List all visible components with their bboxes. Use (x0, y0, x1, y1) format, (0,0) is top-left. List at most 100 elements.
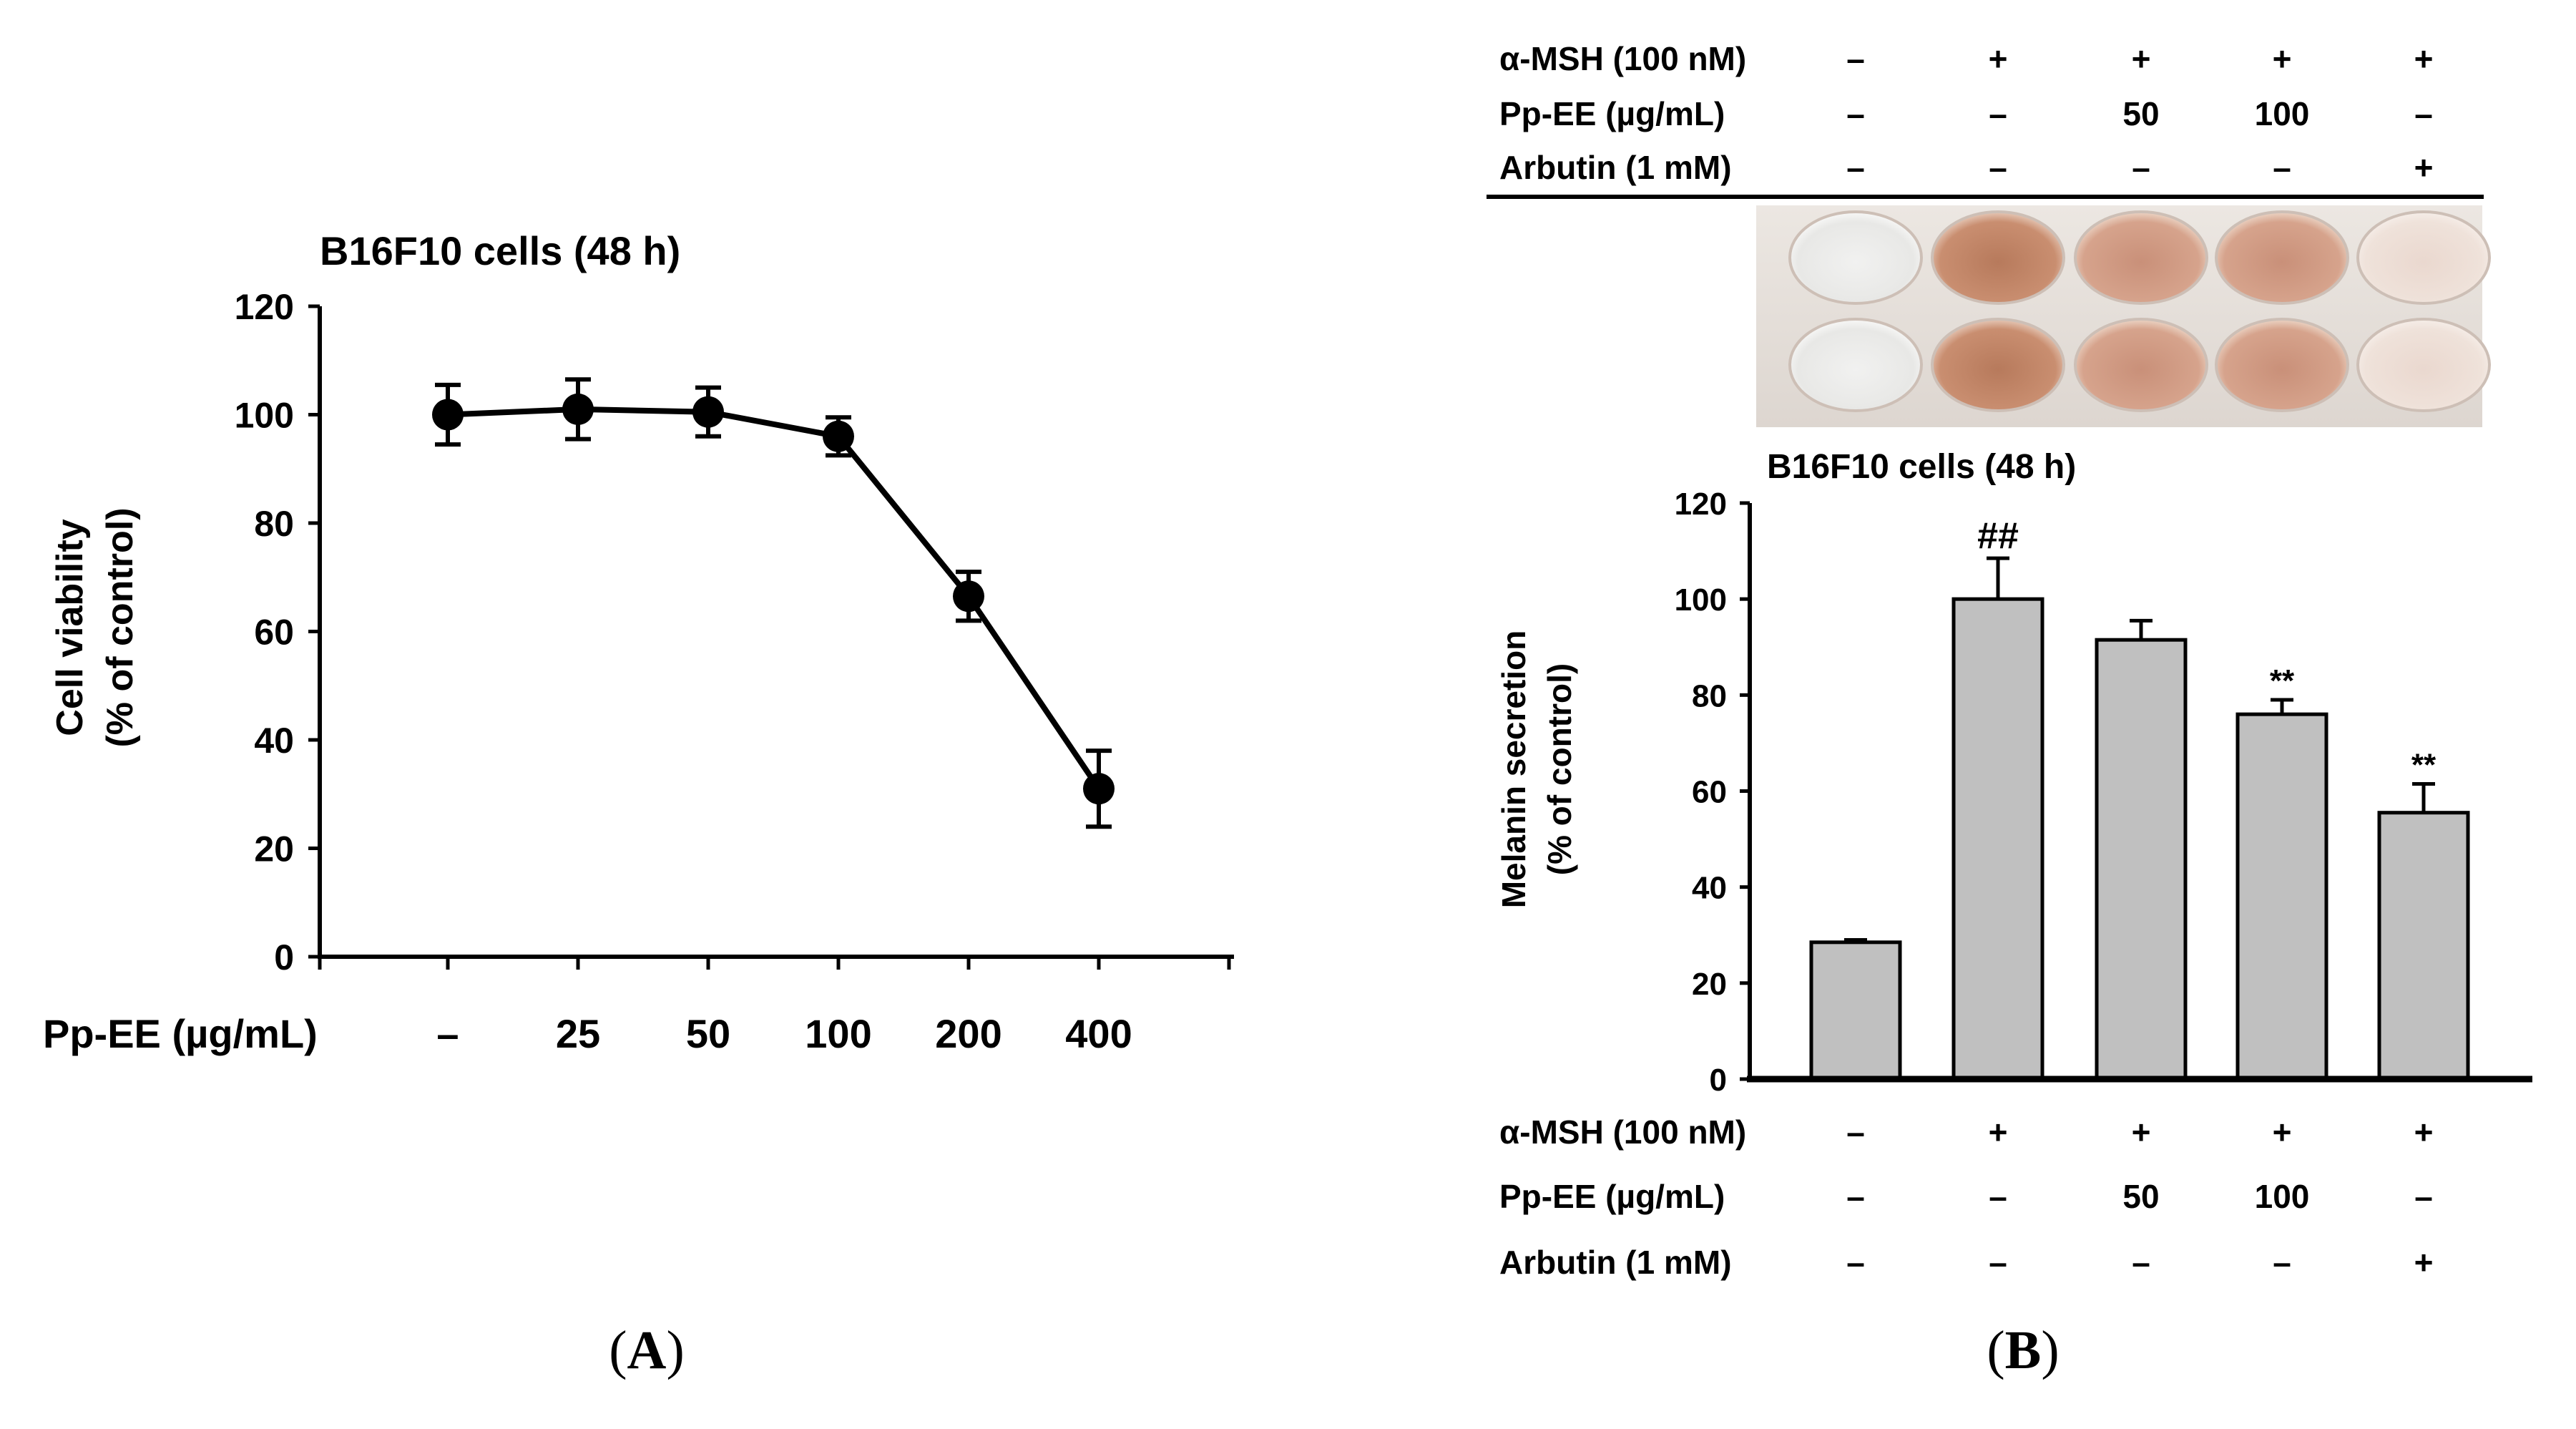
panel-label-b: (B) (1987, 1320, 2059, 1380)
panel-b-y-label-line2: (% of control) (1541, 663, 1578, 875)
treatment-cell: + (2132, 40, 2151, 77)
plate-well (2215, 210, 2349, 305)
treatment-row-label: Arbutin (1 mM) (1499, 149, 1732, 186)
panel-b-bar (1951, 597, 2044, 1081)
panel-b-bar (2095, 638, 2188, 1081)
treatment-cell: 100 (2255, 95, 2310, 132)
treatment-cell: – (1846, 40, 1865, 77)
panel-a-y-tick-label: 60 (254, 613, 294, 653)
treatment-cell: + (1989, 1113, 2008, 1151)
treatment-cell: 50 (2122, 95, 2159, 132)
panel-b: α-MSH (100 nM) – + + + + Pp-EE (µg/mL) – – 50 100 –… (1487, 40, 2532, 1281)
panel-b-bottom-treatment-table: α-MSH (100 nM) – + + + + Pp-EE (µg/mL) – – 50 100 –… (1499, 1113, 2433, 1281)
panel-b-bars (1809, 597, 2470, 1081)
panel-a-x-label: Pp-EE (µg/mL) (43, 1011, 318, 1056)
panel-a-x-ticks (318, 957, 1231, 970)
treatment-cell: + (2414, 149, 2434, 186)
treatment-cell: – (1846, 1178, 1865, 1215)
treatment-cell: + (2273, 1113, 2292, 1151)
plate-well (2215, 318, 2349, 412)
panel-b-y-tick-label: 20 (1692, 967, 1727, 1002)
plate-well (1788, 318, 1923, 412)
panel-a-category-label: 200 (935, 1011, 1001, 1056)
panel-b-annotations: ## ** ** (1977, 515, 2437, 782)
panel-a-category-labels: – 25 50 100 200 400 (436, 1011, 1132, 1056)
panel-a-y-axis-label: Cell viability (% of control) (49, 507, 141, 747)
panel-b-y-tick-label: 120 (1675, 487, 1727, 522)
panel-b-y-tick-label: 0 (1710, 1063, 1727, 1098)
treatment-cell: – (1989, 95, 2007, 132)
treatment-cell: + (2132, 1113, 2151, 1151)
panel-a: B16F10 cells (48 h) Cell viability (% of… (43, 228, 1234, 1056)
treatment-row-label: Pp-EE (µg/mL) (1499, 1178, 1725, 1215)
panel-a-data-point (562, 393, 594, 425)
plate-well (2356, 318, 2491, 412)
treatment-row-label: α-MSH (100 nM) (1499, 40, 1746, 77)
panel-label-b-letter: B (2005, 1320, 2042, 1380)
panel-a-y-tick-label: 40 (254, 721, 294, 761)
panel-label-a-letter: A (627, 1320, 667, 1380)
panel-a-y-tick-label: 120 (235, 287, 294, 327)
panel-a-series-line (447, 406, 1102, 791)
plate-well (1788, 210, 1923, 305)
treatment-cell: 50 (2122, 1178, 2159, 1215)
panel-a-y-label-line1: Cell viability (49, 519, 91, 736)
plate-well (1931, 210, 2065, 305)
panel-b-significance-mark: ## (1977, 515, 2019, 557)
panel-a-category-label: 50 (686, 1011, 730, 1056)
plate-well (2074, 210, 2208, 305)
treatment-cell: + (2414, 40, 2434, 77)
treatment-row-label: Arbutin (1 mM) (1499, 1244, 1732, 1281)
plate-well (1931, 318, 2065, 412)
treatment-cell: – (1846, 1244, 1865, 1281)
panel-b-y-tick-label: 60 (1692, 775, 1727, 810)
panel-b-significance-mark: ** (2411, 747, 2437, 782)
panel-a-y-tick-label: 100 (235, 396, 294, 436)
plate-well (2356, 210, 2491, 305)
treatment-cell: + (2414, 1113, 2434, 1151)
treatment-cell: – (1989, 1244, 2007, 1281)
panel-b-error-bars (1844, 556, 2435, 942)
panel-label-a: (A) (609, 1320, 685, 1380)
treatment-row-label: α-MSH (100 nM) (1499, 1113, 1746, 1151)
panel-a-category-label: 400 (1065, 1011, 1132, 1056)
panel-a-data-point (1083, 773, 1115, 805)
treatment-cell: 100 (2255, 1178, 2310, 1215)
panel-b-y-tick-label: 100 (1675, 582, 1727, 618)
panel-a-data-point (953, 580, 984, 613)
well-plate-photo (1756, 205, 2491, 427)
treatment-cell: – (1989, 149, 2007, 186)
panel-b-bar (1809, 940, 1902, 1081)
panel-b-top-treatment-table: α-MSH (100 nM) – + + + + Pp-EE (µg/mL) – – 50 100 –… (1499, 40, 2433, 186)
treatment-cell: – (1989, 1178, 2007, 1215)
treatment-cell: + (2414, 1244, 2434, 1281)
treatment-cell: – (2414, 95, 2433, 132)
panel-a-error-bars (435, 377, 1112, 829)
treatment-cell: – (1846, 95, 1865, 132)
plate-wells (1788, 210, 2491, 412)
panel-a-points (432, 393, 1115, 805)
panel-b-y-tick-label: 80 (1692, 678, 1727, 713)
panel-a-data-point (692, 396, 724, 428)
panel-a-data-point (823, 420, 854, 452)
panel-a-category-label: – (436, 1011, 459, 1056)
treatment-cell: – (2273, 149, 2291, 186)
panel-a-data-point (432, 399, 464, 431)
panel-a-y-label-line2: (% of control) (99, 507, 141, 747)
panel-b-y-ticks: 0 20 40 60 80 100 120 (1675, 487, 1750, 1098)
treatment-cell: – (2132, 149, 2150, 186)
panel-b-y-axis-label: Melanin secretion (% of control) (1495, 630, 1578, 909)
treatment-cell: + (2273, 40, 2292, 77)
panel-a-y-ticks: 0 20 40 60 80 100 120 (235, 287, 320, 977)
panel-b-bar (2377, 811, 2470, 1081)
treatment-cell: – (2132, 1244, 2150, 1281)
panel-b-significance-mark: ** (2270, 663, 2295, 698)
panel-a-y-tick-label: 0 (274, 937, 294, 977)
treatment-cell: – (1846, 149, 1865, 186)
panel-a-category-label: 25 (556, 1011, 600, 1056)
treatment-cell: – (2273, 1244, 2291, 1281)
panel-a-y-tick-label: 80 (254, 504, 294, 544)
panel-a-category-label: 100 (805, 1011, 871, 1056)
panel-b-y-label-line1: Melanin secretion (1495, 630, 1532, 909)
